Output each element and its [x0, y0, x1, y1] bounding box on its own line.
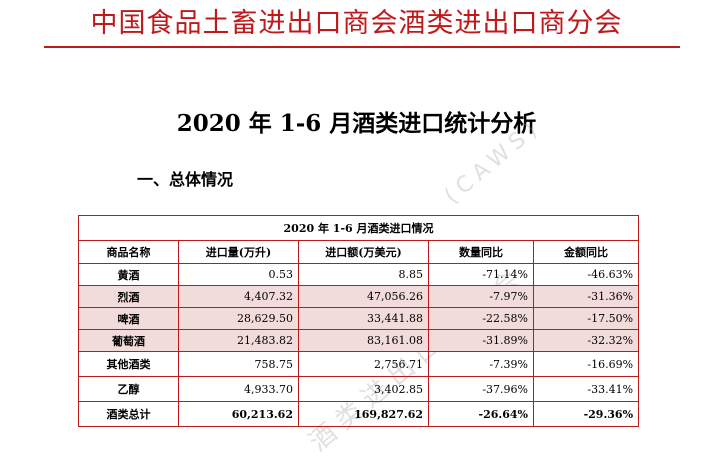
- volume-yoy: -71.14%: [428, 263, 534, 286]
- value-yoy: -31.36%: [532, 285, 640, 308]
- document-title: 2020 年 1-6 月酒类进口统计分析: [176, 110, 537, 137]
- column-header-value: 进口额(万美元): [298, 240, 429, 264]
- product-name: 乙醇: [78, 376, 179, 402]
- import-value: 8.85: [298, 263, 429, 286]
- import-volume: 758.75: [178, 351, 299, 377]
- table-row: 葡萄酒 21,483.82 83,161.08 -31.89% -32.32%: [78, 329, 640, 352]
- column-header-product: 商品名称: [78, 240, 179, 264]
- table-row: 黄酒 0.53 8.85 -71.14% -46.63%: [78, 263, 640, 286]
- section-heading: 一、总体情况: [137, 170, 234, 189]
- volume-yoy: -26.64%: [428, 401, 534, 427]
- import-stats-table: 2020 年 1-6 月酒类进口情况 商品名称 进口量(万升) 进口额(万美元)…: [77, 215, 640, 427]
- import-value: 83,161.08: [298, 329, 429, 352]
- column-header-volume-yoy: 数量同比: [428, 240, 534, 264]
- volume-yoy: -31.89%: [428, 329, 534, 352]
- table-row: 啤酒 28,629.50 33,441.88 -22.58% -17.50%: [78, 307, 640, 330]
- import-value: 3,402.85: [298, 376, 429, 402]
- product-name: 烈酒: [78, 285, 179, 308]
- import-volume: 4,933.70: [178, 376, 299, 402]
- value-yoy: -33.41%: [532, 376, 640, 402]
- table-caption: 2020 年 1-6 月酒类进口情况: [77, 215, 640, 241]
- import-volume: 4,407.32: [178, 285, 299, 308]
- value-yoy: -46.63%: [532, 263, 640, 286]
- import-volume: 28,629.50: [178, 307, 299, 330]
- table-row-total: 酒类总计 60,213.62 169,827.62 -26.64% -29.36…: [78, 401, 640, 427]
- value-yoy: -16.69%: [532, 351, 640, 377]
- value-yoy: -29.36%: [532, 401, 640, 427]
- table-row: 乙醇 4,933.70 3,402.85 -37.96% -33.41%: [78, 376, 640, 402]
- product-name: 酒类总计: [78, 401, 179, 427]
- product-name: 葡萄酒: [78, 329, 179, 352]
- volume-yoy: -7.39%: [428, 351, 534, 377]
- volume-yoy: -7.97%: [428, 285, 534, 308]
- import-volume: 21,483.82: [178, 329, 299, 352]
- volume-yoy: -22.58%: [428, 307, 534, 330]
- import-volume: 60,213.62: [178, 401, 299, 427]
- import-value: 47,056.26: [298, 285, 429, 308]
- organization-header: 中国食品土畜进出口商会酒类进出口商分会: [90, 8, 623, 39]
- table-row: 其他酒类 758.75 2,756.71 -7.39% -16.69%: [78, 351, 640, 377]
- import-volume: 0.53: [178, 263, 299, 286]
- column-header-value-yoy: 金额同比: [532, 240, 640, 264]
- product-name: 其他酒类: [78, 351, 179, 377]
- import-value: 33,441.88: [298, 307, 429, 330]
- value-yoy: -32.32%: [532, 329, 640, 352]
- product-name: 啤酒: [78, 307, 179, 330]
- table-row: 烈酒 4,407.32 47,056.26 -7.97% -31.36%: [78, 285, 640, 308]
- column-header-volume: 进口量(万升): [178, 240, 299, 264]
- import-value: 169,827.62: [298, 401, 429, 427]
- volume-yoy: -37.96%: [428, 376, 534, 402]
- value-yoy: -17.50%: [532, 307, 640, 330]
- product-name: 黄酒: [78, 263, 179, 286]
- header-divider: [44, 46, 680, 48]
- import-value: 2,756.71: [298, 351, 429, 377]
